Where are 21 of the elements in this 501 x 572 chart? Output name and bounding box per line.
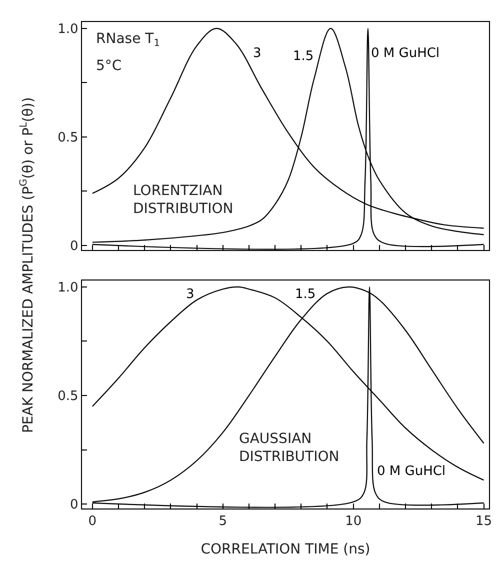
y-tick-label: 0.5: [58, 130, 78, 146]
y-tick-label: 0: [70, 239, 78, 254]
series-label: 3: [186, 287, 194, 302]
series-label: 1.5: [295, 287, 316, 302]
annotation: LORENTZIAN DISTRIBUTION: [133, 183, 234, 218]
annotation: 5°C: [96, 58, 122, 74]
y-tick-label: 0.5: [58, 389, 78, 404]
annotation: RNase T$_{1}$: [96, 31, 160, 49]
series-label: 0 M GuHCl: [377, 464, 446, 479]
x-tick-label: 5: [218, 514, 228, 530]
annotation: GAUSSIAN DISTRIBUTION: [239, 431, 340, 466]
y-tick-label: 1.0: [58, 22, 78, 37]
series-label: 3: [253, 46, 262, 61]
x-tick-label: 15: [476, 514, 492, 530]
y-tick-label: 1.0: [58, 280, 78, 296]
y-tick-label: 0: [70, 498, 78, 513]
x-axis-title: CORRELATION TIME (ns): [200, 541, 370, 558]
series-label: 0 M GuHCl: [371, 46, 440, 61]
series-label: 1.5: [293, 49, 314, 64]
x-tick-label: 0: [88, 514, 97, 530]
x-tick-label: 10: [345, 514, 362, 530]
